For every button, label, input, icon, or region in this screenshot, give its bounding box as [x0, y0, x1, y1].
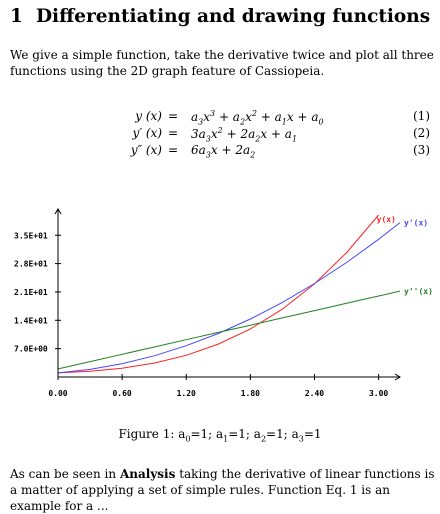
- x-tick-label: 1.20: [177, 389, 196, 398]
- y-tick-label: 1.4E+01: [14, 316, 48, 325]
- equation-lhs: y′ (x): [132, 126, 162, 140]
- y-tick-label: 3.5E+01: [14, 231, 48, 240]
- series-layer: [58, 215, 400, 374]
- x-tick-label: 2.40: [305, 389, 324, 398]
- equation-rhs: a3x3 + a2x2 + a1x + a0: [191, 109, 324, 127]
- equation-number: (1): [413, 109, 430, 123]
- series-label-3: y''(x): [404, 287, 433, 296]
- x-tick-label: 0.00: [48, 389, 67, 398]
- equation-lhs: y (x): [135, 109, 162, 123]
- equals-sign: =: [168, 109, 179, 123]
- y-tick-label: 2.8E+01: [14, 260, 48, 269]
- x-axis-arrow: [394, 373, 401, 381]
- analysis-term: Analysis: [119, 467, 176, 481]
- function-graph: 0.00 0.60 1.20 1.80 2.40 3.00 7.0E+00 1.4E+01 2.…: [14, 208, 433, 398]
- equals-sign: =: [168, 126, 179, 140]
- equation-1: y (x) = a3x3 + a2x2 + a1x + a0 (1): [0, 109, 440, 127]
- equation-2: y′ (x) = 3a3x2 + 2a2x + a1 (2): [0, 126, 440, 144]
- section-heading: 1 Differentiating and drawing functions: [10, 6, 430, 27]
- equation-rhs: 6a3x + 2a2: [191, 143, 256, 160]
- equation-rhs: 3a3x2 + 2a2x + a1: [191, 126, 298, 144]
- y-axis-arrow: [54, 208, 62, 215]
- equation-3: y″ (x) = 6a3x + 2a2 (3): [0, 143, 440, 159]
- section-title: Differentiating and drawing functions: [36, 6, 431, 27]
- x-tick-label: 1.80: [241, 389, 260, 398]
- intro-paragraph: We give a simple function, take the deri…: [10, 48, 434, 78]
- equation-number: (3): [413, 143, 430, 157]
- series-line-1: [58, 215, 380, 374]
- equation-number: (2): [413, 126, 430, 140]
- series-label-1: y(x): [377, 215, 396, 224]
- y-tick-label: 2.1E+01: [14, 288, 48, 297]
- figure-caption: Figure 1: a0=1; a1=1; a2=1; a3=1: [118, 427, 322, 444]
- outro-paragraph: As can be seen in Analysis taking the de…: [10, 466, 435, 514]
- x-tick-label: 0.60: [112, 389, 131, 398]
- y-tick-label: 7.0E+00: [14, 345, 48, 354]
- series-line-2: [58, 222, 400, 374]
- outro-text-start: As can be seen in: [10, 467, 120, 481]
- series-label-2: y'(x): [404, 219, 428, 228]
- series-line-3: [58, 290, 400, 370]
- equals-sign: =: [168, 143, 179, 157]
- section-number: 1: [10, 6, 23, 27]
- axes-layer: 0.00 0.60 1.20 1.80 2.40 3.00 7.0E+00 1.4E+01 2.…: [14, 208, 433, 398]
- x-tick-label: 3.00: [369, 389, 388, 398]
- equation-lhs: y″ (x): [130, 143, 162, 157]
